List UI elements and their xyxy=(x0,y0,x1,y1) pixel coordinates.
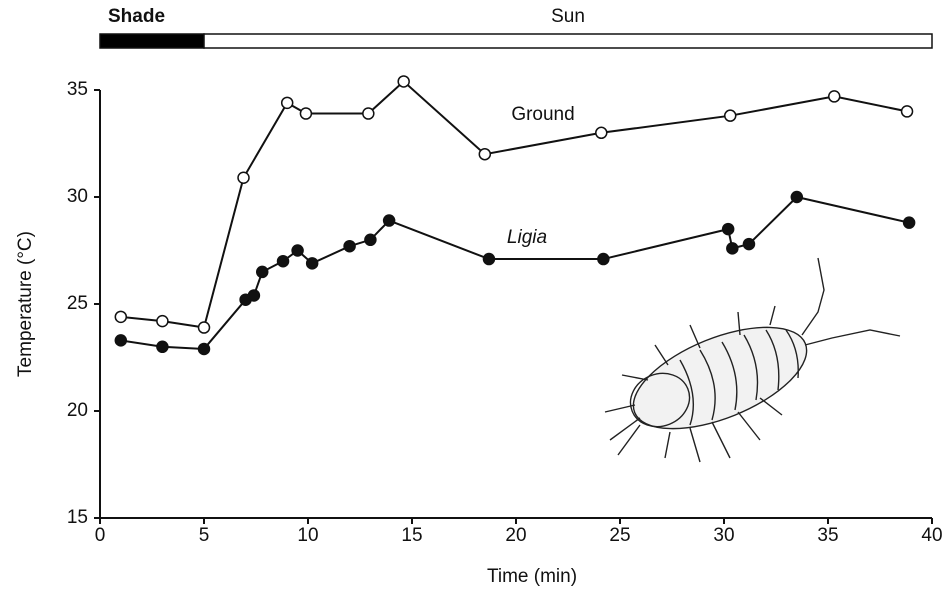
data-point xyxy=(791,192,802,203)
chart: Time (min) Temperature (°C) 15 20 25 30 35 0 5… xyxy=(0,0,949,594)
band-label: Shade xyxy=(108,6,165,27)
data-point xyxy=(307,258,318,269)
x-tick-label: 25 xyxy=(609,525,630,546)
y-tick-label: 35 xyxy=(67,79,88,100)
y-tick-label: 25 xyxy=(67,293,88,314)
data-point xyxy=(596,127,607,138)
data-point xyxy=(365,234,376,245)
x-axis-label: Time (min) xyxy=(487,566,577,587)
y-tick-label: 15 xyxy=(67,507,88,528)
isopod-illustration xyxy=(605,258,900,462)
data-point xyxy=(344,241,355,252)
data-point xyxy=(199,322,210,333)
x-tick-label: 30 xyxy=(713,525,734,546)
band-label: Sun xyxy=(551,6,585,27)
condition-band xyxy=(100,34,204,48)
data-point xyxy=(300,108,311,119)
data-point xyxy=(157,316,168,327)
series-label: Ground xyxy=(511,104,574,125)
data-point xyxy=(282,97,293,108)
x-tick-label: 5 xyxy=(199,525,210,546)
x-tick-label: 0 xyxy=(95,525,106,546)
y-tick-label: 30 xyxy=(67,186,88,207)
x-tick-label: 20 xyxy=(505,525,526,546)
data-point xyxy=(829,91,840,102)
data-point xyxy=(384,215,395,226)
data-point xyxy=(363,108,374,119)
data-point xyxy=(398,76,409,87)
condition-band xyxy=(204,34,932,48)
data-point xyxy=(248,290,259,301)
data-point xyxy=(483,254,494,265)
series-label: Ligia xyxy=(507,227,547,248)
data-point xyxy=(723,224,734,235)
data-point xyxy=(743,239,754,250)
data-point xyxy=(115,335,126,346)
data-point xyxy=(257,266,268,277)
y-axis-label: Temperature (°C) xyxy=(15,231,36,377)
data-point xyxy=(199,343,210,354)
x-tick-label: 15 xyxy=(401,525,422,546)
data-point xyxy=(727,243,738,254)
x-tick-label: 10 xyxy=(297,525,318,546)
y-tick-label: 20 xyxy=(67,400,88,421)
x-tick-label: 40 xyxy=(921,525,942,546)
data-point xyxy=(238,172,249,183)
data-point xyxy=(904,217,915,228)
data-point xyxy=(479,149,490,160)
data-point xyxy=(157,341,168,352)
data-point xyxy=(598,254,609,265)
data-point xyxy=(115,311,126,322)
x-tick-label: 35 xyxy=(817,525,838,546)
series-line xyxy=(121,197,909,349)
data-point xyxy=(292,245,303,256)
data-point xyxy=(902,106,913,117)
data-point xyxy=(725,110,736,121)
data-point xyxy=(278,256,289,267)
